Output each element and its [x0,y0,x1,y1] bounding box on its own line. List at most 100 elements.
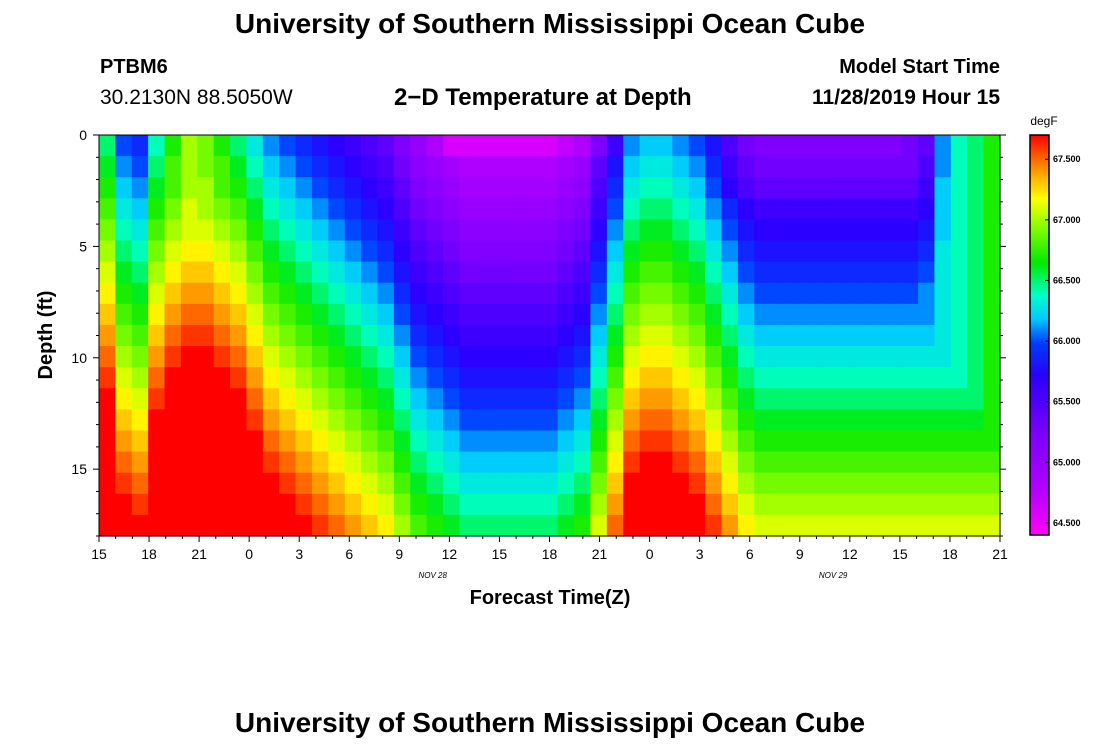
heatmap-cell [737,198,755,221]
heatmap-cell [721,367,739,389]
heatmap-cell [426,282,444,305]
heatmap-cell [508,156,526,178]
heatmap-cell [639,219,657,242]
heatmap-cell [410,240,428,263]
heatmap-cell [508,472,526,495]
heatmap-cell [246,388,264,410]
heatmap-cell [819,388,837,410]
heatmap-cell [180,261,198,284]
heatmap-cell [934,409,952,432]
heatmap-cell [574,324,592,347]
heatmap-cell [606,303,624,326]
heatmap-cell [492,135,510,157]
heatmap-cell [246,346,264,368]
heatmap-cell [803,156,821,178]
heatmap-cell [836,451,854,474]
station-coordinates: 30.2130N 88.5050W [100,86,293,109]
heatmap-cell [590,472,608,495]
heatmap-cell [246,135,264,157]
heatmap-cell [246,472,264,495]
heatmap-cell [279,472,297,495]
heatmap-cell [868,261,886,284]
heatmap-cell [311,472,329,495]
heatmap-cell [688,240,706,263]
heatmap-cell [688,367,706,389]
heatmap-cell [770,430,788,453]
y-tick-label: 15 [71,461,87,477]
heatmap-cell [934,430,952,453]
heatmap-cell [99,261,116,284]
heatmap-cell [393,156,411,178]
heatmap-cell [967,261,985,284]
heatmap-cell [606,219,624,242]
heatmap-cell [688,514,706,537]
heatmap-cell [918,219,936,242]
heatmap-cell [852,430,870,453]
heatmap-cell [492,451,510,474]
heatmap-cell [590,388,608,410]
heatmap-cell [950,367,968,389]
heatmap-cell [180,219,198,242]
heatmap-cell [459,282,477,305]
heatmap-cell [639,303,657,326]
heatmap-cell [459,177,477,199]
heatmap-cell [148,198,166,221]
heatmap-cell [295,156,313,178]
heatmap-cell [754,451,772,474]
heatmap-cell [508,198,526,221]
heatmap-cell [459,261,477,284]
heatmap-cell [213,324,231,347]
heatmap-cell [590,198,608,221]
heatmap-cell [541,514,559,537]
heatmap-cell [655,367,673,389]
heatmap-cell [557,219,575,242]
heatmap-cell [868,156,886,178]
heatmap-cell [164,135,182,157]
heatmap-cell [557,303,575,326]
heatmap-cell [443,493,460,516]
heatmap-cell [606,514,624,537]
heatmap-cell [655,430,673,453]
heatmap-cell [901,346,919,368]
heatmap-cell [901,472,919,495]
heatmap-cell [819,451,837,474]
heatmap-cell [246,303,264,326]
heatmap-cell [492,219,510,242]
heatmap-cell [639,324,657,347]
heatmap-cell [639,240,657,263]
heatmap-cell [918,135,936,157]
heatmap-cell [361,303,379,326]
heatmap-cell [541,156,559,178]
heatmap-cell [475,514,493,537]
heatmap-cell [393,177,411,199]
heatmap-cell [410,493,428,516]
heatmap-cell [344,367,362,389]
heatmap-cell [410,346,428,368]
heatmap-cell [868,409,886,432]
heatmap-cell [737,135,755,157]
heatmap-cell [426,240,444,263]
heatmap-cell [426,219,444,242]
heatmap-cell [426,430,444,453]
heatmap-cell [983,493,1001,516]
heatmap-cell [180,409,198,432]
heatmap-cell [721,514,739,537]
heatmap-cell [377,303,395,326]
heatmap-cell [311,198,329,221]
heatmap-cell [639,346,657,368]
heatmap-cell [574,303,592,326]
heatmap-cell [557,135,575,157]
heatmap-cell [754,303,772,326]
heatmap-cell [99,303,116,326]
heatmap-cell [180,303,198,326]
heatmap-cell [475,324,493,347]
heatmap-cell [426,346,444,368]
heatmap-cell [737,430,755,453]
heatmap-cell [574,388,592,410]
heatmap-cell [672,303,690,326]
heatmap-cell [983,367,1001,389]
heatmap-cell [262,493,280,516]
heatmap-cell [672,472,690,495]
heatmap-cell [295,367,313,389]
heatmap-cell [328,282,346,305]
